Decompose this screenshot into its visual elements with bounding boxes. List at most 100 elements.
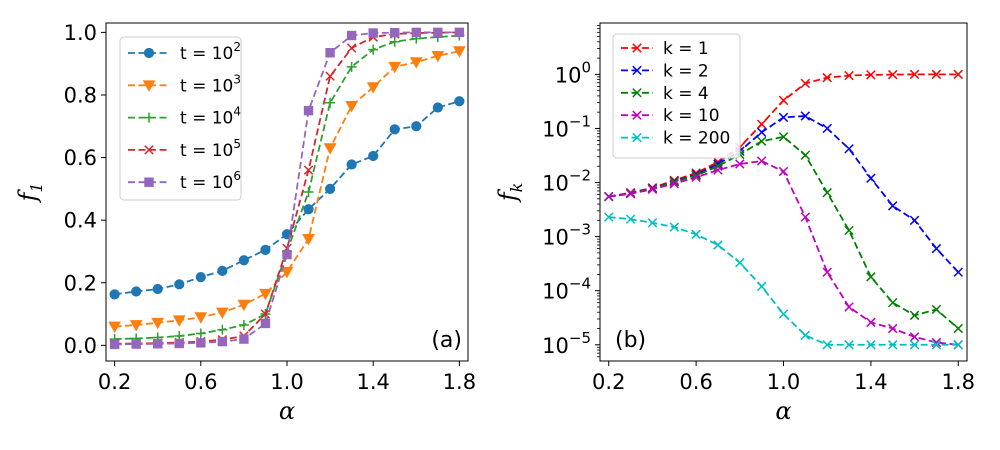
data-point	[282, 249, 292, 260]
data-point	[909, 69, 920, 80]
data-point	[756, 281, 767, 292]
data-point	[822, 123, 832, 134]
legend-label: t = 104	[180, 105, 241, 129]
y-tick-label: 1.0	[64, 21, 97, 45]
data-point	[237, 299, 251, 312]
data-point	[216, 307, 229, 320]
data-point	[366, 82, 380, 94]
data-point	[368, 28, 378, 38]
y-tick-label: 10−3	[542, 221, 591, 250]
data-point	[432, 102, 443, 113]
data-point	[866, 173, 876, 183]
data-point	[390, 28, 400, 38]
data-point	[152, 283, 163, 295]
data-point	[324, 183, 336, 194]
legend-label: t = 105	[180, 137, 241, 161]
data-point	[131, 286, 142, 297]
x-tick-label: 1.8	[942, 370, 975, 394]
y-tick-label: 10−5	[542, 329, 591, 358]
data-point	[195, 272, 206, 283]
legend-marker	[143, 47, 155, 59]
data-point	[151, 317, 165, 330]
data-point	[109, 289, 120, 300]
data-point	[409, 57, 423, 69]
series-t-10-6	[109, 27, 465, 350]
data-point	[909, 310, 920, 321]
y-tick-label: 0.4	[64, 209, 97, 233]
data-point	[800, 150, 811, 160]
data-point	[713, 240, 723, 250]
data-point	[778, 95, 789, 106]
data-point	[604, 212, 614, 222]
x-tick-label: 1.0	[270, 370, 303, 394]
data-point	[953, 340, 963, 350]
data-point	[866, 317, 876, 328]
data-point	[323, 143, 337, 155]
legend-label: k = 4	[663, 84, 709, 104]
chart-panel-a: 0.2 0.6 1.0 1.4 1.80.00.20.40.60.81.0αf1(a)t…	[14, 21, 476, 425]
data-point	[691, 229, 701, 240]
data-point	[454, 27, 465, 38]
data-point	[844, 144, 854, 154]
series-k-200	[604, 212, 963, 350]
data-point	[174, 338, 184, 349]
data-point	[172, 315, 186, 327]
data-point	[887, 69, 898, 80]
data-point	[822, 267, 832, 277]
data-point	[346, 30, 357, 41]
data-point	[822, 72, 832, 83]
data-point	[953, 69, 963, 80]
x-tick-label: 0.2	[98, 370, 131, 394]
x-tick-label: 1.0	[767, 370, 800, 394]
data-point	[887, 201, 898, 211]
y-tick-label: 0.0	[64, 334, 97, 358]
data-point	[756, 136, 767, 146]
y-tick-label: 0.8	[64, 83, 97, 107]
legend-marker	[632, 110, 642, 120]
data-point	[822, 187, 832, 198]
legend-label: k = 2	[663, 61, 709, 81]
legend-label: t = 103	[180, 72, 241, 96]
data-point	[453, 46, 466, 58]
series-k-10	[604, 156, 963, 350]
data-point	[647, 184, 658, 195]
data-point	[647, 218, 658, 228]
data-point	[909, 332, 920, 342]
data-point	[866, 340, 876, 350]
legend-marker	[632, 43, 642, 53]
data-point	[153, 339, 163, 349]
legend-label: k = 10	[663, 106, 720, 126]
data-point	[389, 36, 400, 47]
y-tick-label: 10−2	[542, 167, 591, 196]
data-point	[669, 179, 680, 189]
data-point	[195, 328, 206, 339]
data-point	[931, 243, 942, 254]
data-point	[778, 309, 789, 319]
data-point	[778, 166, 789, 177]
data-point	[259, 288, 272, 301]
data-point	[325, 71, 335, 81]
data-point	[953, 323, 963, 334]
data-point	[260, 244, 271, 255]
data-point	[866, 70, 876, 80]
data-point	[217, 265, 228, 276]
data-point	[669, 222, 680, 232]
y-tick-label: 100	[555, 58, 591, 87]
series-line	[114, 31, 460, 346]
data-point	[778, 132, 789, 142]
data-point	[431, 50, 445, 63]
data-point	[388, 61, 402, 74]
legend: t = 102 t = 103 t = 104 t = 105 t = 106	[119, 36, 242, 201]
data-point	[756, 119, 767, 129]
x-tick-label: 0.6	[679, 370, 712, 394]
x-tick-label: 1.4	[854, 370, 887, 394]
data-point	[756, 156, 767, 166]
x-tick-label: 1.8	[443, 370, 476, 394]
data-point	[303, 204, 314, 215]
data-point	[800, 111, 811, 121]
legend-marker	[632, 65, 642, 76]
data-point	[325, 97, 336, 108]
data-point	[238, 255, 250, 266]
data-point	[108, 321, 121, 334]
data-point	[303, 165, 314, 175]
